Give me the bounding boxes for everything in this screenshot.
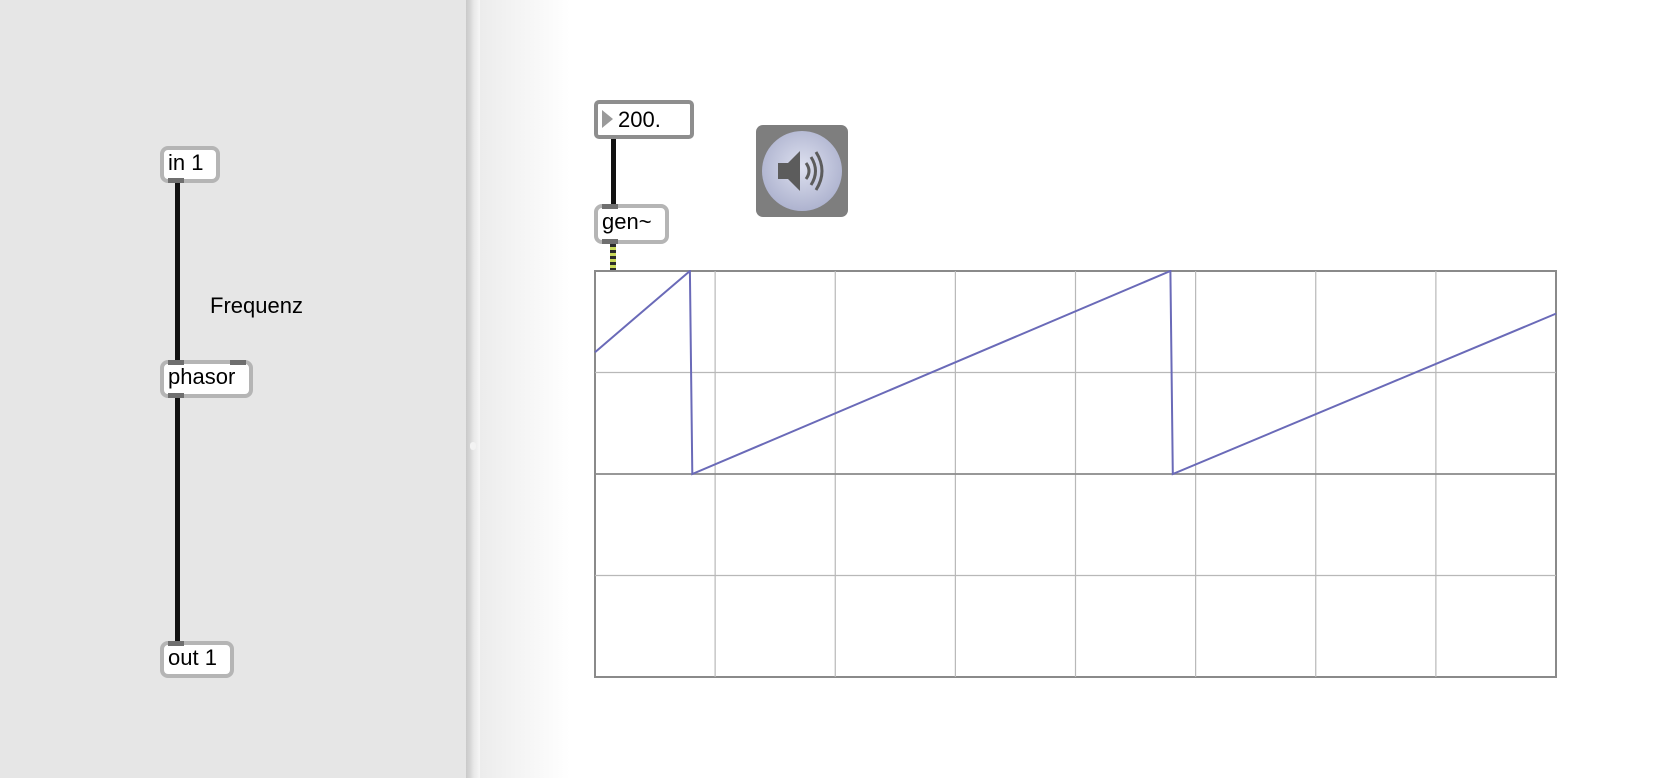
gen-object[interactable]: gen~ — [594, 204, 669, 244]
speaker-icon-graphic — [762, 131, 842, 211]
number-triangle-icon — [602, 110, 613, 128]
speaker-icon[interactable] — [756, 125, 848, 217]
signal-cord-gen-to-scope[interactable] — [610, 244, 616, 270]
inlet-object-label: in 1 — [168, 150, 204, 175]
oscilloscope-display[interactable] — [594, 270, 1557, 678]
inlet-port[interactable] — [602, 204, 618, 209]
waveform-line-0 — [594, 270, 1557, 476]
panel-divider[interactable] — [466, 0, 480, 778]
inlet-port-right[interactable] — [230, 360, 246, 365]
inlet-object[interactable]: in 1 — [160, 146, 220, 183]
outlet-port[interactable] — [602, 239, 618, 244]
frequency-comment: Frequenz — [210, 293, 303, 318]
outlet-object-label: out 1 — [168, 645, 217, 670]
inlet-port[interactable] — [168, 360, 184, 365]
patch-cord-in-to-phasor[interactable] — [175, 183, 180, 361]
outlet-port[interactable] — [168, 393, 184, 398]
divider-grip[interactable] — [470, 442, 476, 450]
number-value: 200. — [618, 107, 661, 132]
gen-subpatcher-panel: in 1 Frequenz phasor out 1 — [0, 0, 468, 778]
patch-cord-number-to-gen[interactable] — [611, 139, 616, 205]
outlet-port[interactable] — [168, 178, 184, 183]
phasor-object[interactable]: phasor — [160, 360, 253, 398]
outlet-object[interactable]: out 1 — [160, 641, 234, 678]
inlet-port[interactable] — [168, 641, 184, 646]
patch-cord-phasor-to-out[interactable] — [175, 397, 180, 643]
frequency-number-box[interactable]: 200. — [594, 100, 694, 139]
phasor-object-label: phasor — [168, 364, 236, 389]
gen-object-label: gen~ — [602, 209, 652, 234]
main-patcher-shadow — [480, 0, 570, 778]
